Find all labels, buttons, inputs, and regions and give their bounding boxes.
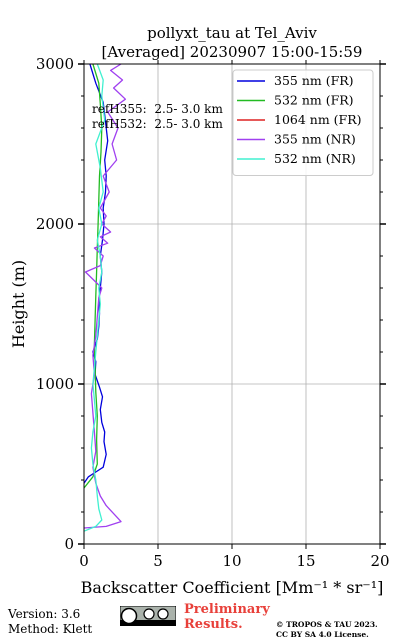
preliminary-line2: Results. <box>184 617 243 632</box>
y-tick-label: 2000 <box>36 215 74 233</box>
preliminary-line1: Preliminary <box>184 602 270 617</box>
y-axis-label: Height (m) <box>9 260 28 348</box>
copyright-notice: © TROPOS & TAU 2023. CC BY SA 4.0 Licens… <box>276 620 378 640</box>
copyright-line2: CC BY SA 4.0 License. <box>276 630 369 639</box>
legend-label: 355 nm (FR) <box>274 73 354 88</box>
x-tick-label: 0 <box>79 552 89 570</box>
chart-title-line2: [Averaged] 20230907 15:00-15:59 <box>102 43 363 61</box>
method-text: Method: Klett <box>8 622 93 636</box>
copyright-line1: © TROPOS & TAU 2023. <box>276 620 378 629</box>
x-tick-label: 5 <box>153 552 163 570</box>
legend-label: 532 nm (NR) <box>274 151 356 166</box>
chart-title-line1: pollyxt_tau at Tel_Aviv <box>147 24 317 42</box>
version-text: Version: 3.6 <box>8 607 81 621</box>
series-layer <box>83 63 127 532</box>
cc-by-sa-icon <box>120 606 176 626</box>
y-tick-label: 1000 <box>36 375 74 393</box>
x-tick-label: 10 <box>222 552 241 570</box>
preliminary-results-notice: Preliminary Results. <box>184 602 270 632</box>
legend: 355 nm (FR) 532 nm (FR) 1064 nm (FR) 355 nm… <box>232 69 374 176</box>
series-line-1 <box>83 63 103 489</box>
legend-label: 1064 nm (FR) <box>274 112 362 127</box>
ref-height-532-annotation: refH532: 2.5- 3.0 km <box>92 117 223 131</box>
series-line-4 <box>83 63 106 532</box>
x-tick-label: 15 <box>296 552 315 570</box>
axis-ticks: 0 5 10 15 20 0 1000 2000 3000 <box>36 55 390 570</box>
x-tick-label: 20 <box>370 552 389 570</box>
y-tick-label: 0 <box>64 535 74 553</box>
legend-label: 355 nm (NR) <box>274 132 356 147</box>
legend-frame <box>232 69 374 176</box>
ref-height-355-annotation: refH355: 2.5- 3.0 km <box>92 102 223 116</box>
legend-label: 532 nm (FR) <box>274 93 354 108</box>
y-tick-label: 3000 <box>36 55 74 73</box>
x-axis-label: Backscatter Coefficient [Mm⁻¹ * sr⁻¹] <box>81 578 384 597</box>
